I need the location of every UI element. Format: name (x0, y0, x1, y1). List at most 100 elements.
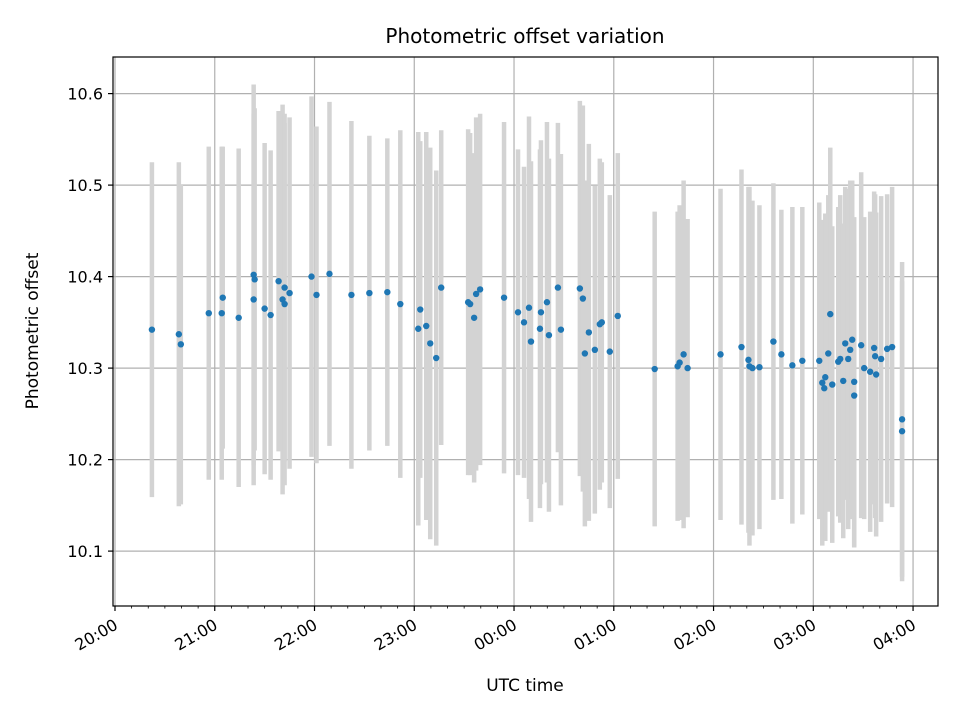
data-point (847, 346, 854, 353)
y-tick-label: 10.6 (67, 85, 103, 104)
data-point (888, 343, 896, 351)
data-point (384, 288, 391, 296)
data-point (738, 343, 745, 351)
data-point (829, 381, 836, 388)
data-point (898, 428, 906, 435)
data-point (470, 314, 478, 321)
data-point (218, 310, 225, 317)
data-point (827, 310, 834, 318)
data-point (870, 344, 878, 352)
data-point (860, 364, 868, 372)
data-point (543, 299, 551, 306)
data-point (525, 304, 533, 311)
data-point (819, 379, 826, 386)
data-point (585, 329, 593, 336)
data-point (308, 273, 315, 280)
data-point (205, 310, 212, 317)
y-tick-label: 10.2 (67, 451, 103, 470)
data-point (799, 357, 806, 364)
data-point (520, 319, 528, 326)
data-point (857, 342, 865, 349)
data-point (536, 325, 544, 332)
data-point (579, 295, 587, 302)
data-point (261, 305, 268, 312)
data-point (537, 309, 545, 316)
data-point (348, 291, 355, 299)
y-axis: 10.1 10.2 10.3 10.4 10.5 10.6 (67, 85, 113, 561)
data-point (326, 270, 333, 278)
data-point (417, 306, 424, 313)
data-point (821, 385, 828, 392)
data-point (281, 284, 288, 291)
data-point (219, 294, 226, 301)
data-point (581, 350, 589, 357)
data-point (872, 371, 880, 378)
data-point (148, 326, 156, 333)
data-point (842, 340, 849, 347)
data-points (148, 270, 906, 435)
data-point (851, 378, 858, 386)
plot-frame (112, 56, 939, 607)
data-point (366, 289, 373, 297)
data-point (527, 338, 535, 345)
data-point (514, 309, 522, 316)
data-point (235, 314, 242, 321)
data-point (397, 300, 404, 308)
data-point (825, 350, 832, 357)
y-tick-label: 10.4 (67, 268, 103, 287)
data-point (250, 296, 257, 303)
data-point (816, 357, 823, 364)
data-point (745, 356, 752, 364)
data-point (576, 285, 584, 292)
data-point (717, 351, 724, 358)
data-point (606, 348, 613, 355)
y-tick-label: 10.5 (67, 176, 103, 195)
data-point (251, 276, 258, 283)
data-point (684, 364, 691, 372)
data-point (789, 362, 796, 369)
data-point (778, 351, 785, 358)
data-point (415, 325, 422, 332)
data-point (286, 289, 293, 297)
y-tick-label: 10.3 (67, 359, 103, 378)
data-point (837, 355, 844, 363)
data-point (500, 294, 508, 301)
data-point (557, 326, 565, 333)
data-point (281, 300, 288, 308)
data-point (545, 331, 553, 339)
chart-title: Photometric offset variation (385, 24, 664, 48)
data-point (871, 353, 879, 360)
data-point (676, 359, 683, 366)
data-point (866, 368, 874, 375)
data-point (651, 365, 658, 373)
data-point (177, 341, 185, 348)
x-axis-title: UTC time (486, 676, 564, 696)
data-point (851, 392, 858, 399)
data-point (849, 336, 856, 343)
data-point (898, 416, 906, 423)
data-point (877, 355, 885, 363)
data-point (840, 377, 847, 385)
data-point (275, 277, 282, 285)
data-point (438, 284, 445, 291)
data-point (476, 286, 484, 293)
data-point (313, 291, 320, 299)
data-point (822, 374, 829, 381)
y-axis-title: Photometric offset (23, 252, 43, 409)
data-point (472, 290, 480, 298)
data-point (845, 355, 852, 363)
data-point (267, 311, 274, 319)
data-point (175, 331, 183, 338)
data-point (466, 300, 474, 308)
data-point (614, 312, 621, 320)
data-point (756, 363, 763, 371)
data-point (770, 338, 777, 345)
data-point (883, 345, 891, 353)
y-tick-label: 10.1 (67, 542, 103, 561)
data-point (554, 284, 562, 291)
data-point (423, 322, 430, 330)
data-point (427, 340, 434, 347)
data-point (591, 346, 599, 353)
data-point (598, 319, 606, 326)
